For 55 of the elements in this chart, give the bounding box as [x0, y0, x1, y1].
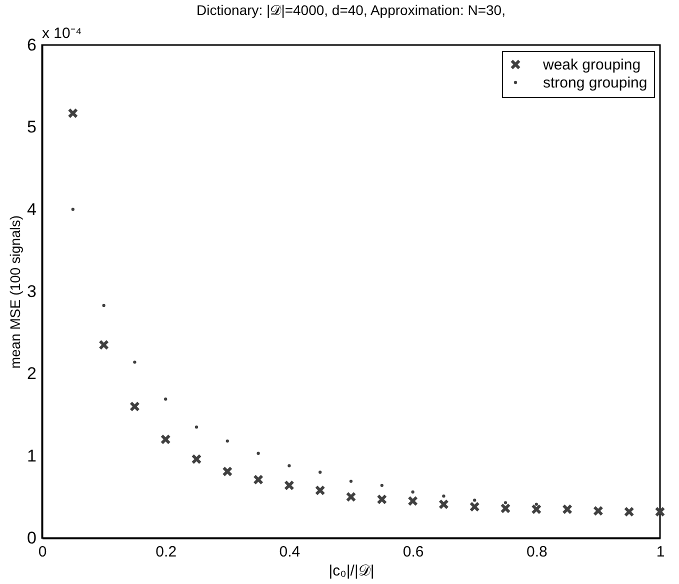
point — [655, 506, 665, 516]
text: x 10⁻⁴ — [42, 25, 82, 42]
point — [222, 466, 232, 476]
chart-title: Dictionary: |𝒟|=4000, d=40, Approximation: N=30, — [196, 2, 506, 18]
x-axis-title: |c₀|/|𝒟| — [328, 562, 374, 580]
point — [164, 398, 168, 401]
x-tick-label: 0.2 — [156, 544, 177, 560]
y-axis-title: mean MSE (100 signals) — [7, 215, 24, 369]
legend-label: weak grouping — [542, 56, 641, 74]
point — [500, 504, 510, 514]
point — [534, 502, 538, 506]
point — [349, 480, 353, 483]
point — [473, 498, 476, 502]
point — [68, 108, 78, 118]
point — [532, 504, 542, 514]
y-tick-label: 4 — [27, 200, 36, 219]
point — [99, 340, 109, 350]
point — [318, 470, 322, 474]
point — [346, 492, 356, 502]
point — [130, 402, 140, 412]
x-tick-label: 0.4 — [279, 544, 300, 560]
point — [133, 360, 136, 364]
x-tick-label: 1 — [656, 544, 665, 560]
point — [408, 496, 418, 506]
point — [256, 452, 260, 455]
point — [562, 504, 572, 514]
y-tick-label: 0 — [27, 528, 36, 548]
point — [254, 474, 264, 484]
point — [470, 502, 480, 512]
y-tick-label: 5 — [27, 118, 36, 137]
point — [288, 464, 291, 468]
point — [102, 304, 106, 308]
point — [504, 501, 508, 504]
x-tick-label: 0.8 — [526, 544, 548, 560]
point — [160, 434, 170, 444]
point — [284, 480, 294, 490]
y-tick-label: 2 — [27, 364, 36, 384]
point — [377, 494, 387, 504]
point — [380, 484, 384, 487]
y-tick-label: 1 — [27, 446, 36, 466]
x-tick-label: 0.6 — [402, 544, 424, 560]
point — [194, 425, 198, 429]
legend-label: strong grouping — [543, 74, 648, 92]
x-tick-label: 0 — [38, 544, 47, 560]
point — [438, 500, 448, 510]
point — [411, 490, 414, 494]
point — [192, 454, 202, 464]
point — [226, 439, 229, 443]
y-tick-label: 6 — [27, 36, 36, 54]
y-tick-label: 3 — [27, 282, 36, 301]
point — [593, 506, 603, 516]
point — [71, 208, 74, 211]
point — [624, 506, 634, 516]
point — [315, 486, 325, 496]
point — [442, 494, 446, 498]
